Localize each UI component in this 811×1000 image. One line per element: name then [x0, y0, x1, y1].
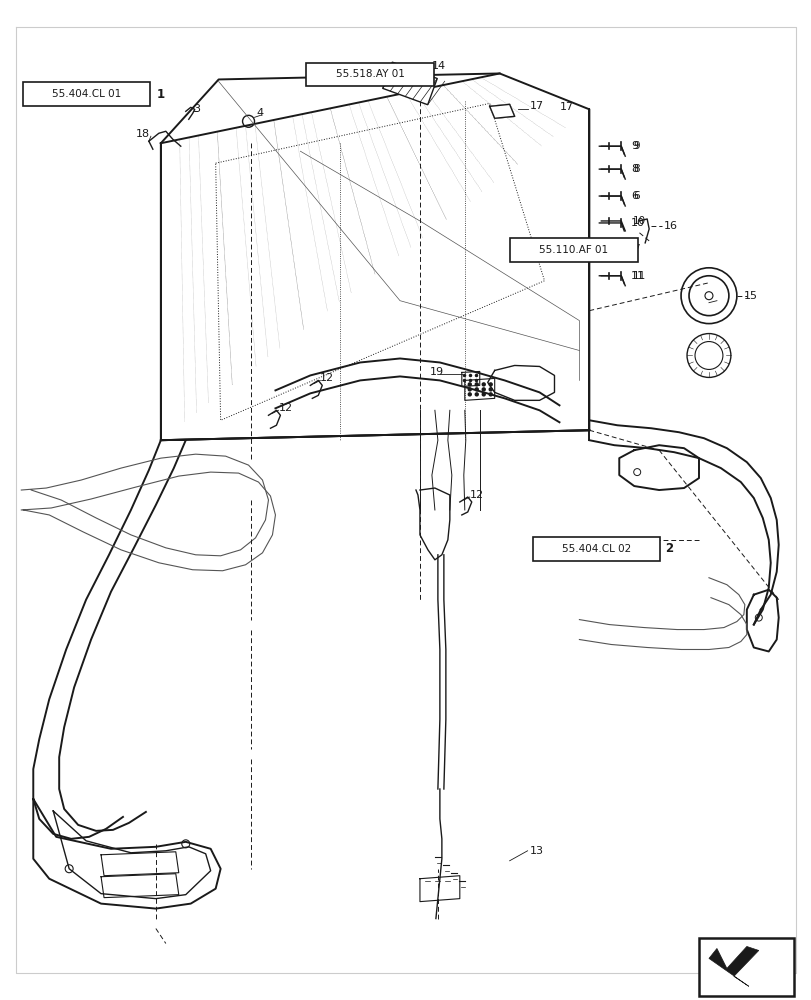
Circle shape — [482, 393, 485, 396]
Circle shape — [468, 388, 470, 391]
Text: 2: 2 — [664, 542, 672, 555]
Text: 10: 10 — [630, 218, 645, 228]
Circle shape — [488, 393, 491, 396]
Circle shape — [488, 388, 491, 391]
FancyBboxPatch shape — [306, 63, 433, 86]
Circle shape — [474, 393, 478, 396]
Text: 3: 3 — [192, 104, 200, 114]
Bar — [698, 938, 792, 996]
Circle shape — [482, 383, 485, 386]
Text: 14: 14 — [431, 61, 445, 71]
Circle shape — [474, 383, 478, 386]
Circle shape — [468, 393, 470, 396]
Polygon shape — [708, 946, 757, 986]
Text: 55.404.CL 02: 55.404.CL 02 — [561, 544, 630, 554]
Text: 17: 17 — [559, 102, 573, 112]
Text: 12: 12 — [278, 403, 292, 413]
Text: 10: 10 — [633, 216, 646, 226]
Text: 12: 12 — [470, 490, 483, 500]
Text: 7: 7 — [630, 244, 637, 254]
Text: 55.110.AF 01: 55.110.AF 01 — [539, 245, 607, 255]
Text: 11: 11 — [633, 271, 646, 281]
Text: 6: 6 — [633, 191, 639, 201]
FancyBboxPatch shape — [509, 238, 637, 262]
Text: 6: 6 — [630, 191, 637, 201]
Text: 8: 8 — [630, 164, 637, 174]
Text: 4: 4 — [256, 108, 264, 118]
Text: 1: 1 — [157, 88, 165, 101]
Circle shape — [474, 388, 478, 391]
Text: 17: 17 — [529, 101, 543, 111]
Text: 8: 8 — [633, 164, 639, 174]
Text: CAUTION: CAUTION — [397, 81, 422, 86]
Text: 9: 9 — [633, 141, 639, 151]
Text: 15: 15 — [743, 291, 757, 301]
Text: 7: 7 — [633, 244, 639, 254]
Polygon shape — [382, 62, 436, 105]
Text: 13: 13 — [529, 846, 543, 856]
FancyBboxPatch shape — [532, 537, 659, 561]
Text: 55.404.CL 01: 55.404.CL 01 — [52, 89, 121, 99]
Text: 18: 18 — [135, 129, 150, 139]
Text: 16: 16 — [663, 221, 677, 231]
Text: 11: 11 — [630, 271, 645, 281]
Circle shape — [482, 388, 485, 391]
Text: 19: 19 — [429, 367, 444, 377]
Text: 9: 9 — [630, 141, 637, 151]
Circle shape — [488, 383, 491, 386]
Text: 55.518.AY 01: 55.518.AY 01 — [335, 69, 404, 79]
FancyBboxPatch shape — [23, 82, 150, 106]
Polygon shape — [489, 104, 514, 118]
Circle shape — [468, 383, 470, 386]
Text: 12: 12 — [320, 373, 334, 383]
